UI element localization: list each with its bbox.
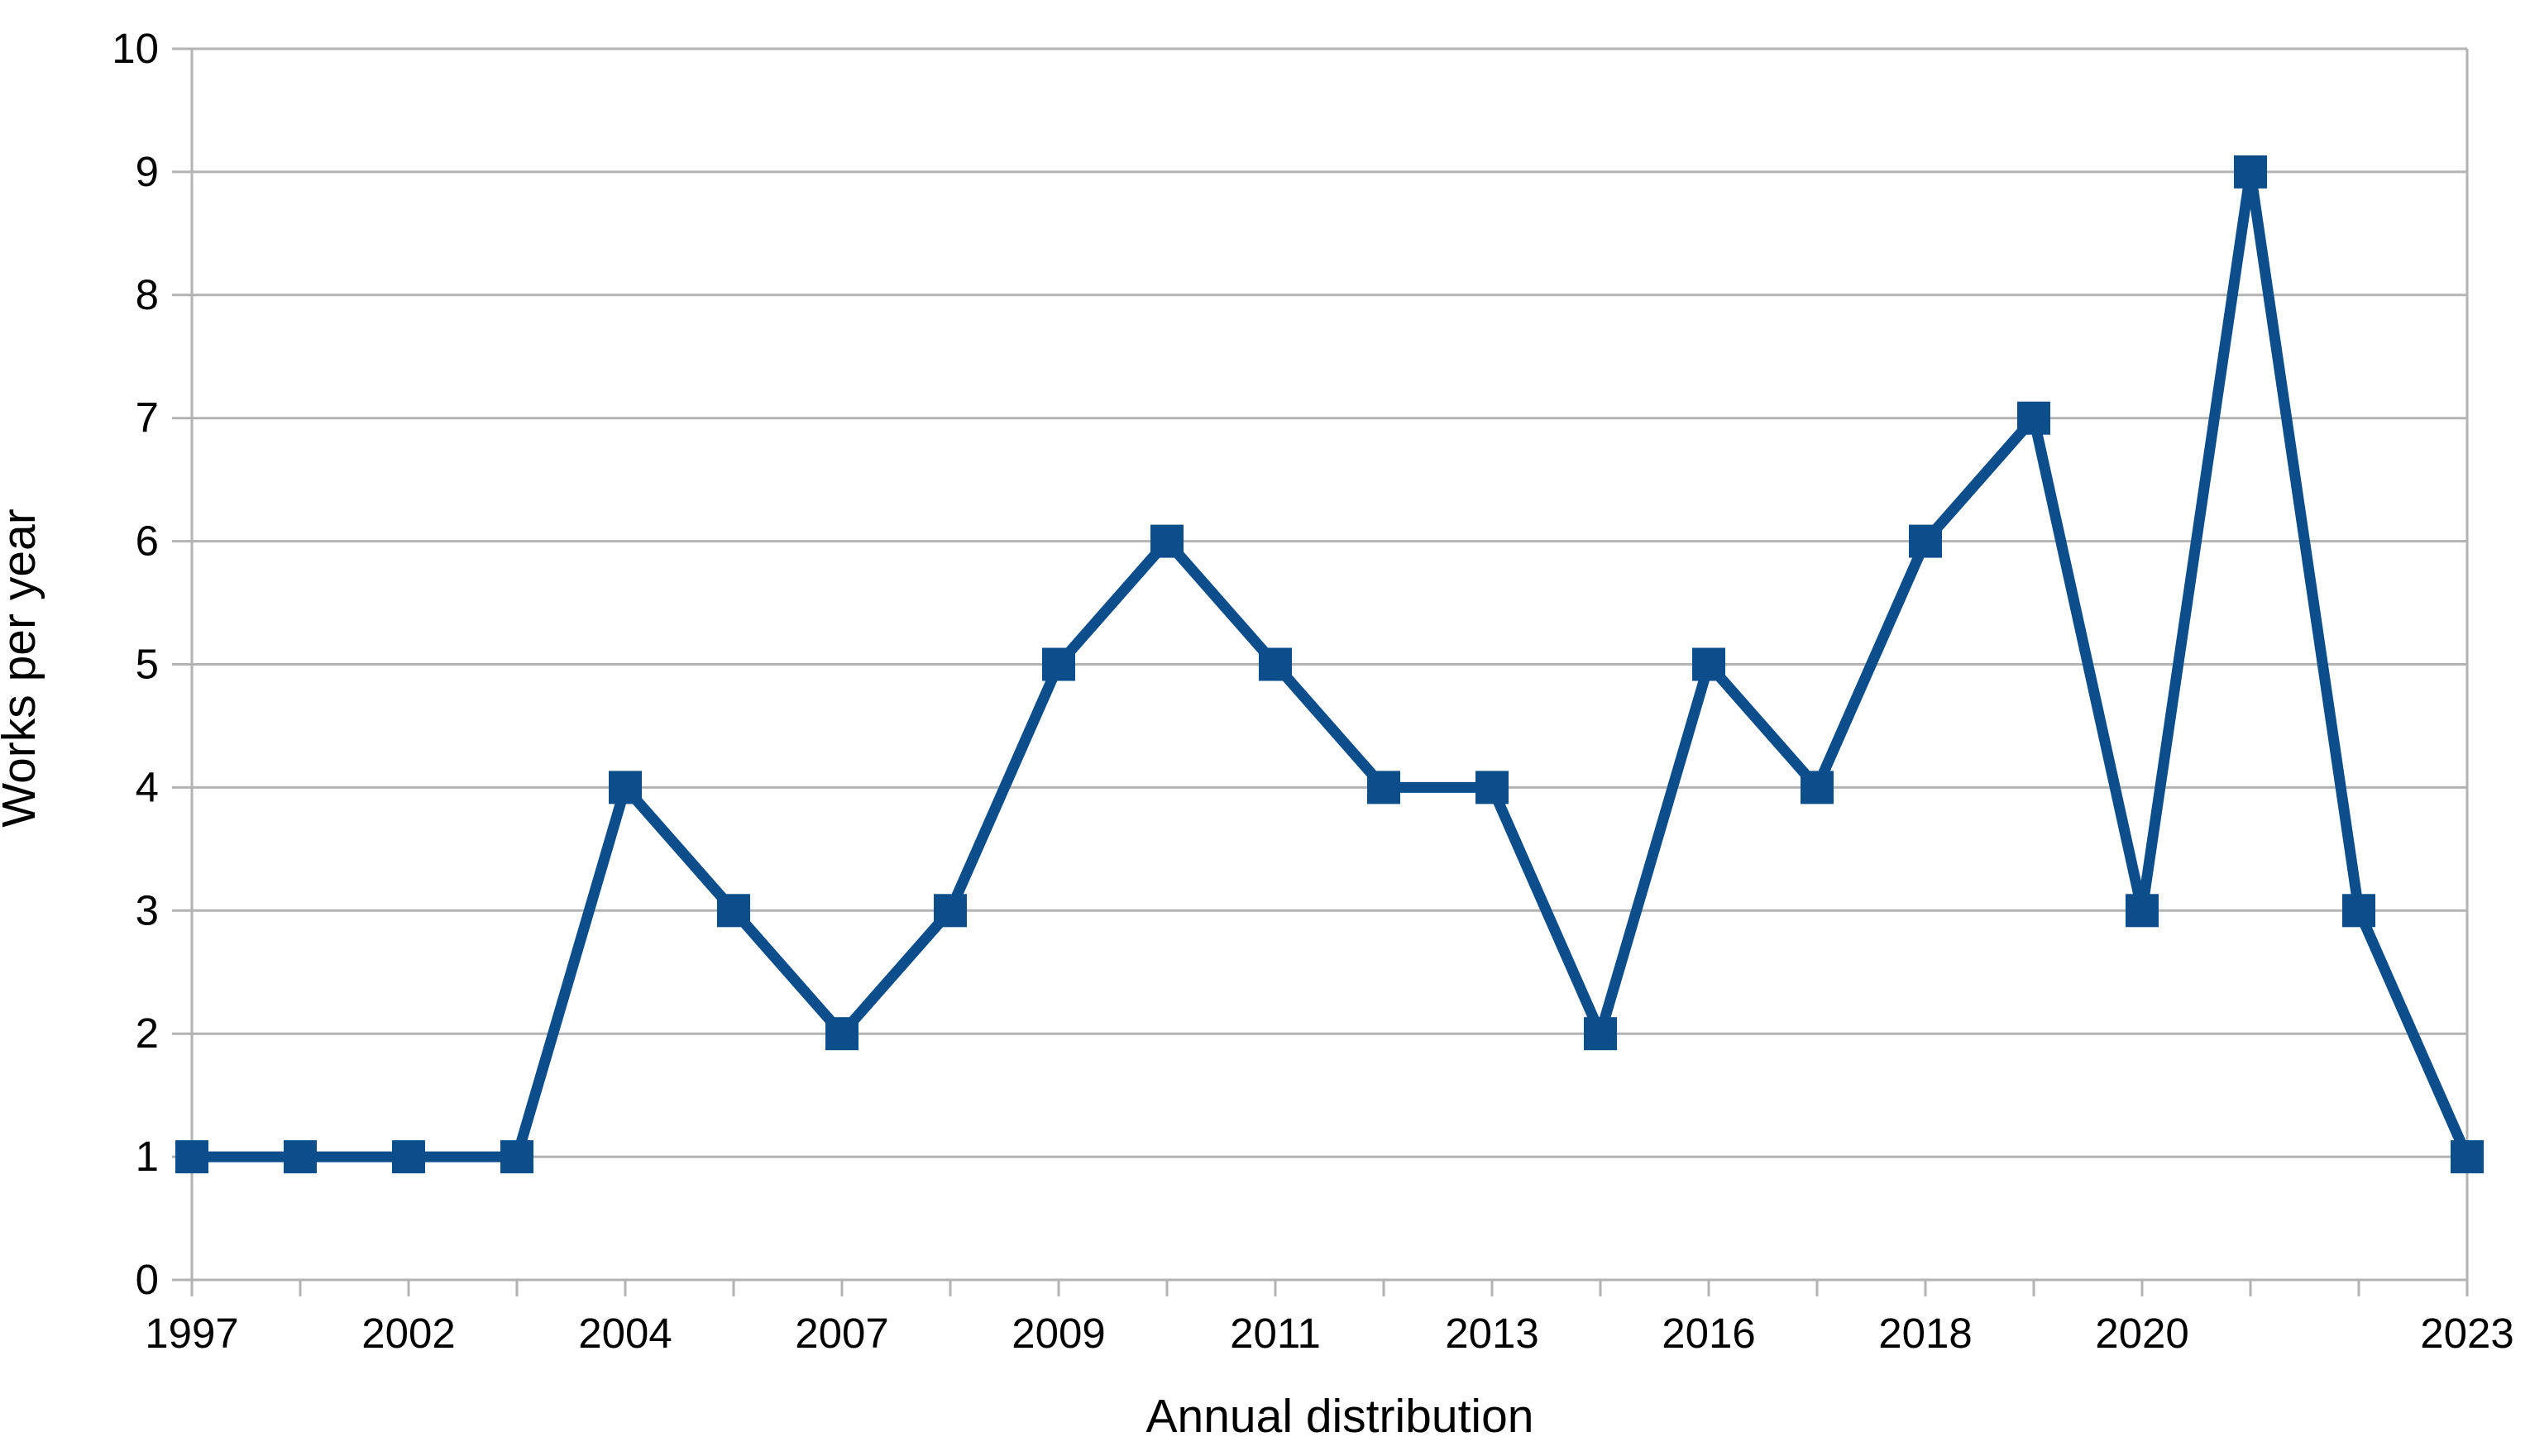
data-point-marker bbox=[1259, 647, 1292, 681]
data-point-marker bbox=[1584, 1017, 1617, 1051]
data-point-marker bbox=[1367, 771, 1400, 804]
data-point-marker bbox=[2017, 401, 2050, 435]
data-point-marker bbox=[2126, 894, 2159, 928]
data-point-marker bbox=[175, 1140, 208, 1174]
data-point-marker bbox=[1801, 771, 1834, 804]
x-axis-title: Annual distribution bbox=[1146, 1390, 1534, 1443]
x-tick-label: 2013 bbox=[1445, 1310, 1538, 1357]
y-tick-label: 1 bbox=[136, 1133, 159, 1180]
y-tick-label: 5 bbox=[136, 641, 159, 688]
x-tick-label: 2018 bbox=[1878, 1310, 1972, 1357]
y-tick-label: 6 bbox=[136, 518, 159, 565]
data-point-marker bbox=[1042, 647, 1075, 681]
y-axis-title: Works per year bbox=[0, 508, 45, 827]
x-tick-label: 2011 bbox=[1230, 1310, 1321, 1357]
y-tick-label: 0 bbox=[136, 1256, 159, 1303]
data-point-marker bbox=[2451, 1140, 2484, 1174]
x-tick-label: 2020 bbox=[2095, 1310, 2188, 1357]
series-line bbox=[192, 166, 2472, 1162]
x-tick-label: 1997 bbox=[145, 1310, 238, 1357]
y-tick-label: 2 bbox=[136, 1010, 159, 1057]
x-tick-label: 2023 bbox=[2420, 1310, 2513, 1357]
data-point-marker bbox=[2234, 155, 2267, 189]
data-point-marker bbox=[1692, 647, 1725, 681]
x-tick-label: 2004 bbox=[578, 1310, 672, 1357]
y-tick-label: 8 bbox=[136, 271, 159, 318]
data-point-marker bbox=[1150, 524, 1184, 558]
data-point-marker bbox=[609, 771, 642, 804]
tick-labels: 0 1 2 3 4 5 6 7 8 9 10 1997 2002 2004 2007 2009 2011 2013… bbox=[112, 25, 2513, 1357]
x-tick-label: 2002 bbox=[361, 1310, 455, 1357]
y-tick-label: 3 bbox=[136, 886, 159, 933]
data-point-marker bbox=[392, 1140, 425, 1174]
x-tick-label: 2007 bbox=[795, 1310, 888, 1357]
data-point-marker bbox=[717, 894, 750, 928]
x-tick-label: 2016 bbox=[1662, 1310, 1755, 1357]
y-tick-label: 7 bbox=[136, 394, 159, 442]
y-tick-label: 10 bbox=[112, 25, 159, 72]
data-point-marker bbox=[1909, 524, 1942, 558]
grid-and-axes bbox=[172, 47, 2469, 1296]
x-tick-label: 2009 bbox=[1012, 1310, 1105, 1357]
data-point-marker bbox=[284, 1140, 317, 1174]
data-point-marker bbox=[934, 894, 967, 928]
data-point-marker bbox=[1475, 771, 1509, 804]
data-series bbox=[175, 155, 2484, 1174]
data-point-marker bbox=[500, 1140, 533, 1174]
data-point-marker bbox=[825, 1017, 858, 1051]
y-tick-label: 9 bbox=[136, 148, 159, 195]
data-point-marker bbox=[2342, 894, 2375, 928]
y-tick-label: 4 bbox=[136, 763, 159, 810]
